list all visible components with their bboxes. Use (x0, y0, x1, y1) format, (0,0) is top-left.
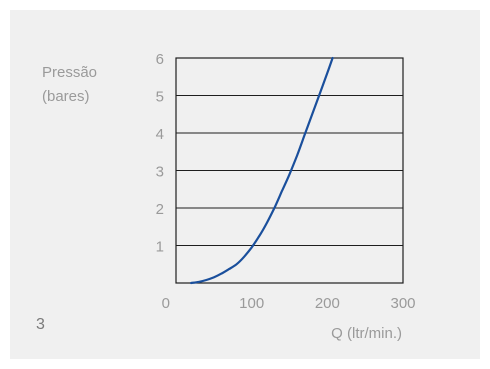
x-tick-label: 100 (239, 295, 264, 312)
x-tick-label: 300 (390, 295, 415, 312)
x-axis-ticks: 0 100 200 300 (162, 295, 416, 312)
figure-number: 3 (36, 316, 45, 333)
x-tick-label: 0 (162, 295, 170, 312)
pressure-flow-chart: 1 2 3 4 5 6 0 100 200 300 Pressão (bares) Q (ltr… (42, 51, 416, 342)
x-tick-label: 200 (315, 295, 340, 312)
y-axis-label-line-2: (bares) (42, 88, 90, 105)
y-tick-label: 6 (156, 51, 164, 68)
plot-area-frame (175, 57, 404, 284)
y-axis-ticks: 1 2 3 4 5 6 (156, 51, 164, 256)
grid-lines (176, 95, 403, 246)
y-axis-label-line-1: Pressão (42, 64, 97, 81)
y-tick-label: 5 (156, 89, 164, 106)
y-tick-label: 1 (156, 239, 164, 256)
y-tick-label: 2 (156, 201, 164, 218)
figure-card: 1 2 3 4 5 6 0 100 200 300 Pressão (bares) Q (ltr… (10, 10, 480, 359)
y-tick-label: 3 (156, 164, 164, 181)
x-axis-label: Q (ltr/min.) (331, 325, 402, 342)
pressure-curve (190, 56, 334, 285)
y-tick-label: 4 (156, 126, 164, 143)
